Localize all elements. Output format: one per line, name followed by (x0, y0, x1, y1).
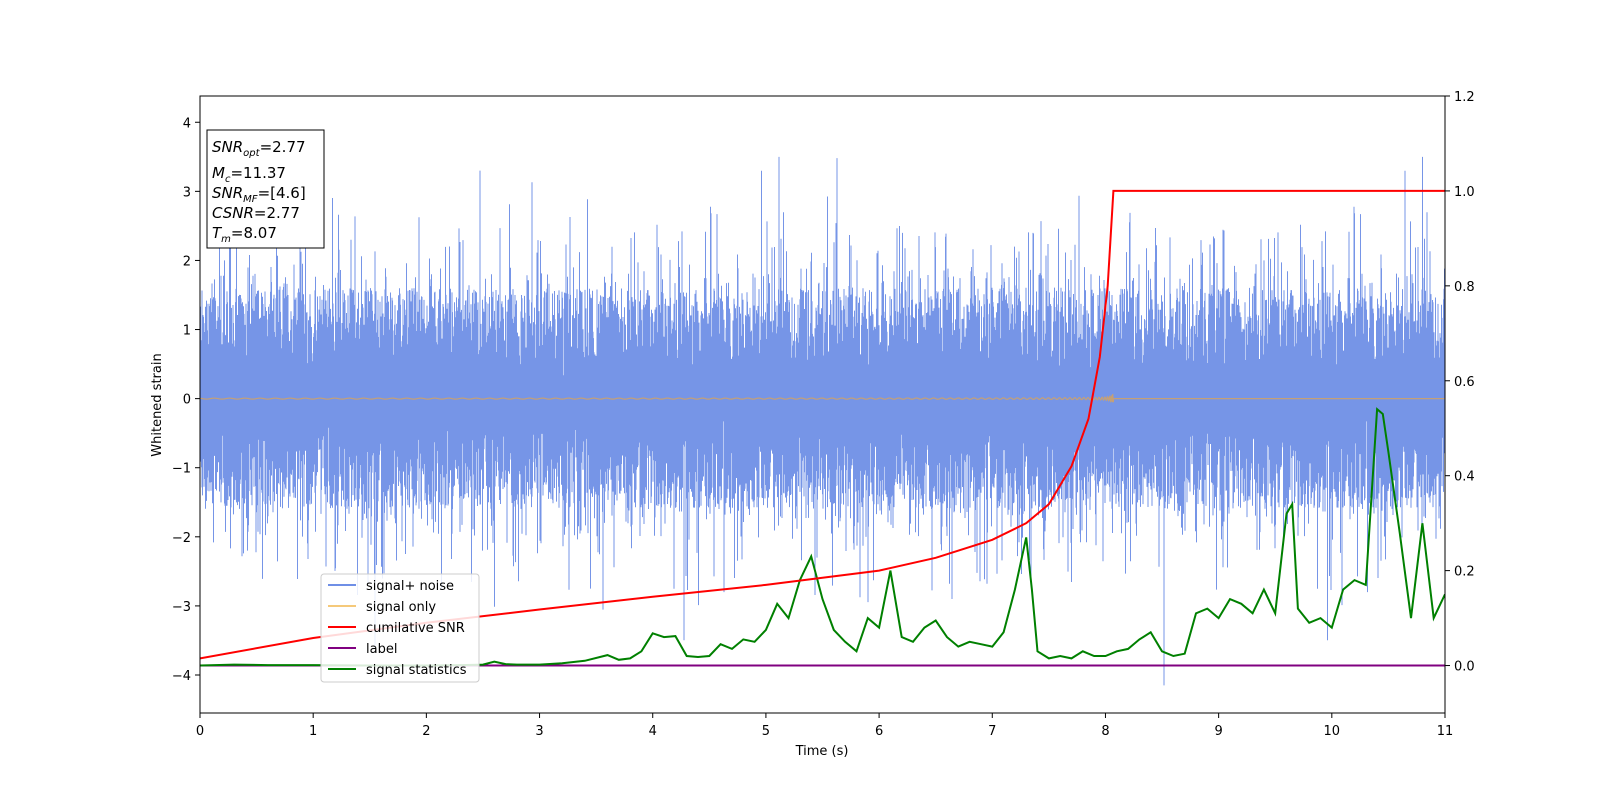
x-tick-label: 5 (762, 724, 770, 739)
axes-frame (199, 95, 1446, 714)
x-tick-label: 7 (988, 724, 996, 739)
y-right-tick-label: 0.6 (1454, 375, 1475, 390)
y-left-tick-label: 0 (183, 393, 191, 408)
y-right-tick-label: 0.4 (1454, 470, 1475, 485)
y-right-tick-label: 1.0 (1454, 185, 1475, 200)
series-signal-statistics (200, 407, 1445, 667)
axis-ticks: 0 1 2 3 4 5 6 7 8 9 10 1143210−1−2−3−41.21.00.80.60… (172, 90, 1475, 739)
y-left-tick-label: −4 (172, 669, 191, 684)
x-tick-label: 1 (309, 724, 317, 739)
legend-label-signal-statistics: signal statistics (366, 663, 467, 678)
legend-frame (320, 573, 480, 683)
y-left-tick-label: 1 (183, 324, 191, 339)
y-left-tick-label: 3 (183, 185, 191, 200)
legend-label-signal-only: signal only (366, 600, 436, 615)
series-signal-only (200, 393, 1445, 404)
y-right-tick-label: 0.8 (1454, 280, 1475, 295)
info-csnr: CSNR=2.77 (212, 204, 300, 222)
x-tick-label: 3 (535, 724, 543, 739)
y-right-tick-label: 1.2 (1454, 90, 1475, 105)
x-tick-label: 8 (1101, 724, 1109, 739)
series-cumulative-snr (200, 189, 1445, 660)
y-right-tick-label: 0.0 (1454, 660, 1475, 675)
y-axis-label: Whitened strain (150, 353, 165, 456)
x-tick-label: 11 (1437, 724, 1454, 739)
info-box-frame (206, 129, 325, 249)
x-tick-label: 4 (649, 724, 657, 739)
x-tick-label: 0 (196, 724, 204, 739)
y-left-tick-label: −2 (172, 531, 191, 546)
legend-label-cumulative-snr: cumilative SNR (366, 621, 465, 636)
y-left-tick-label: −3 (172, 600, 191, 615)
y-right-tick-label: 0.2 (1454, 565, 1475, 580)
legend: signal+ noise signal only cumilative SNR… (320, 573, 480, 683)
x-tick-label: 10 (1324, 724, 1341, 739)
x-tick-label: 2 (422, 724, 430, 739)
legend-label-label: label (366, 642, 397, 657)
x-axis-label: Time (s) (795, 744, 849, 759)
legend-label-signal-noise: signal+ noise (366, 579, 454, 594)
info-snr-opt: SNRopt=2.77 (212, 138, 306, 159)
info-snr-mf: SNRMF=[4.6] (212, 184, 306, 205)
info-box: SNRopt=2.77 Mc=11.37 SNRMF=[4.6] CSNR=2.… (206, 129, 325, 249)
y-left-tick-label: 4 (183, 116, 191, 131)
x-tick-label: 9 (1214, 724, 1222, 739)
y-left-tick-label: 2 (183, 254, 191, 269)
info-tm: Tm=8.07 (212, 224, 277, 245)
plot-area (200, 156, 1445, 686)
info-mc: Mc=11.37 (212, 164, 286, 185)
y-left-tick-label: −1 (172, 462, 191, 477)
x-tick-label: 6 (875, 724, 883, 739)
